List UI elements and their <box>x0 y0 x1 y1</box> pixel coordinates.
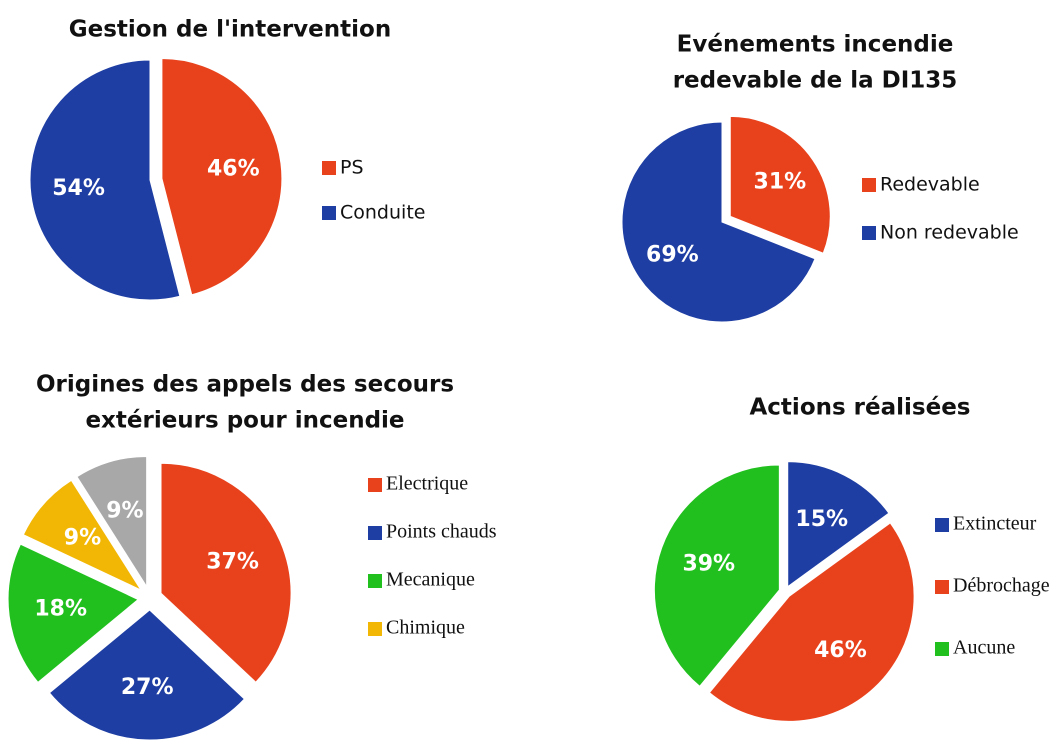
chart-title: Origines des appels des secours <box>36 372 454 398</box>
legend-swatch <box>935 642 949 656</box>
legend-swatch <box>322 206 336 220</box>
legend-swatch <box>322 161 336 175</box>
legend-label: Non redevable <box>880 222 1019 244</box>
value-label: 69% <box>646 243 699 268</box>
pie-slice <box>621 121 816 323</box>
legend-label: PS <box>340 157 364 179</box>
pie-slice <box>729 115 831 254</box>
value-label: 31% <box>754 170 807 195</box>
legend-label: Conduite <box>340 202 425 224</box>
value-label: 46% <box>207 156 260 181</box>
pie-slice <box>653 464 780 687</box>
legend-label: Chimique <box>386 617 465 639</box>
pie-slice <box>48 609 246 741</box>
legend-swatch <box>368 574 382 588</box>
legend-swatch <box>368 526 382 540</box>
legend-label: Mecanique <box>386 569 475 591</box>
legend-label: Electrique <box>386 473 468 495</box>
pie-slice <box>160 462 292 683</box>
pie-slice <box>7 543 140 684</box>
legend-swatch <box>935 518 949 532</box>
pie-slice <box>708 522 915 722</box>
legend-swatch <box>368 622 382 636</box>
legend-label: Aucune <box>953 637 1015 659</box>
pie-slice <box>787 461 890 588</box>
chart-title: Actions réalisées <box>750 395 971 421</box>
value-label: 15% <box>795 507 848 532</box>
legend-label: Points chauds <box>386 521 497 543</box>
legend-swatch <box>862 226 876 240</box>
value-label: 18% <box>34 596 87 621</box>
legend-label: Extincteur <box>953 513 1037 535</box>
legend-swatch <box>368 478 382 492</box>
legend-swatch <box>935 580 949 594</box>
value-label: 9% <box>106 499 143 524</box>
value-label: 46% <box>814 638 867 663</box>
value-label: 39% <box>682 552 735 577</box>
chart-title: Gestion de l'intervention <box>69 17 391 43</box>
value-label: 27% <box>121 675 174 700</box>
chart-title: redevable de la DI135 <box>673 68 958 94</box>
pie-slice <box>22 479 143 592</box>
pie-slice <box>76 455 148 589</box>
value-label: 9% <box>64 525 101 550</box>
value-label: 37% <box>206 549 259 574</box>
pie-slice <box>161 57 283 296</box>
chart-title: Evénements incendie <box>677 32 954 58</box>
legend-swatch <box>862 178 876 192</box>
value-label: 54% <box>52 176 105 201</box>
legend-label: Débrochage <box>953 575 1050 597</box>
chart-title: extérieurs pour incendie <box>85 408 404 434</box>
legend-label: Redevable <box>880 174 980 196</box>
pie-slice <box>29 59 181 301</box>
